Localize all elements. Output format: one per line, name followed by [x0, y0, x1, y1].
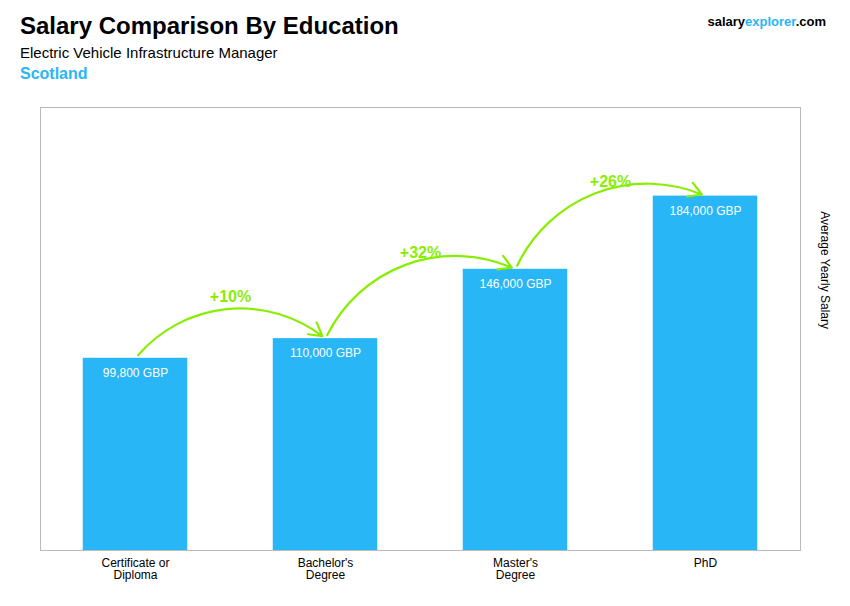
svg-text:146,000 GBP: 146,000 GBP — [479, 277, 551, 291]
html-text:Scotland: Scotland — [20, 65, 88, 82]
svg-text:+32%: +32% — [400, 244, 441, 261]
svg-text:99,800 GBP: 99,800 GBP — [103, 366, 168, 380]
html-text:salary explorer.com: salary explorer.com — [707, 14, 826, 29]
svg-text:184,000 GBP: 184,000 GBP — [669, 204, 741, 218]
html-text:Electric Vehicle Infrastructur: Electric Vehicle Infrastructure Manager — [20, 44, 278, 61]
svg-text:+10%: +10% — [210, 288, 251, 305]
html-text:Salary Comparison By Education: Salary Comparison By Education — [20, 12, 399, 39]
svg-text:Master'sDegree: Master'sDegree — [493, 556, 538, 582]
svg-text:Average Yearly Salary: Average Yearly Salary — [818, 211, 832, 329]
svg-text:Certificate orDiploma: Certificate orDiploma — [101, 556, 169, 582]
svg-text:Bachelor'sDegree: Bachelor'sDegree — [298, 556, 354, 582]
svg-text:+26%: +26% — [590, 173, 631, 190]
svg-text:PhD: PhD — [694, 556, 718, 570]
svg-text:110,000 GBP: 110,000 GBP — [290, 346, 361, 360]
